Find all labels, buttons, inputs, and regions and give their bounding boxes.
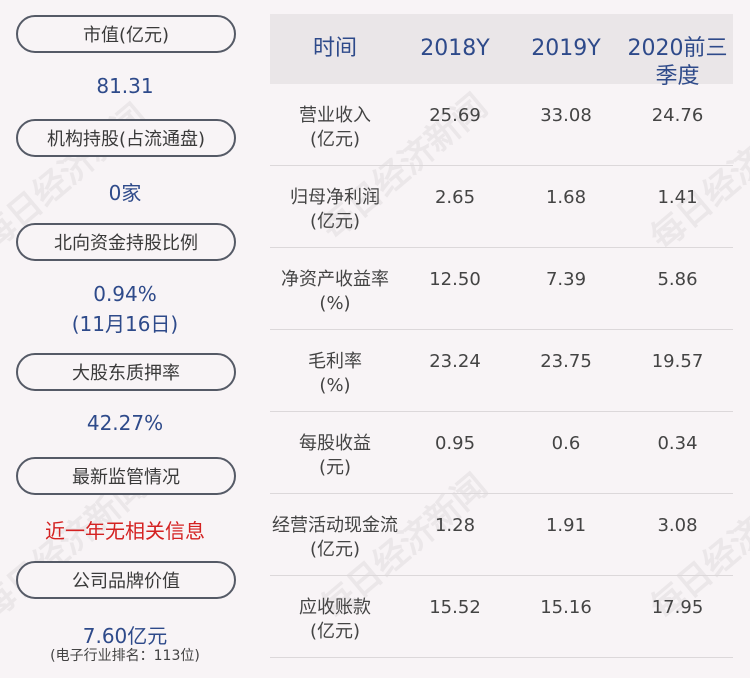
financial-table: 时间 2018Y 2019Y 2020前三季度 营业收入 (亿元) 25.69 33.… [270,14,733,658]
stock-summary-panel: 市值(亿元) 81.31 机构持股(占流通盘) 0家 北向资金持股比例 0.94… [0,0,250,678]
metric-name: 经营活动现金流 (亿元) [270,494,400,562]
metric-value: 1.28 [434,515,476,536]
metric-unit: (亿元) [309,621,361,642]
metric-value: 7.39 [545,269,587,290]
metric-unit: (元) [318,457,352,478]
header-time: 时间 [312,36,357,61]
metric-label: 经营活动现金流 [272,515,398,536]
table-row: 经营活动现金流 (亿元) 1.28 1.91 3.08 [270,494,733,576]
metric-unit: (%) [319,293,351,314]
regulatory-status-label: 最新监管情况 [16,457,236,495]
metric-value: 17.95 [651,597,704,618]
northbound-holding-date: (11月16日) [71,312,179,336]
metric-value: 2.65 [434,187,476,208]
metric-unit: (亿元) [309,129,361,150]
label-text: 市值(亿元) [82,25,170,46]
metric-label: 毛利率 [308,351,362,372]
metric-name: 营业收入 (亿元) [270,84,400,152]
metric-value: 23.75 [540,351,592,372]
header-2019: 2019Y [531,36,601,61]
metric-value: 33.08 [540,105,592,126]
brand-value-value: 7.60亿元 [82,624,168,648]
metric-label: 应收账款 [299,597,371,618]
northbound-holding-value: 0.94% [93,282,157,306]
header-2018: 2018Y [420,36,490,61]
metric-value: 5.86 [657,269,698,290]
pledge-ratio-label: 大股东质押率 [16,353,236,391]
market-cap-value: 81.31 [96,74,154,98]
table-row: 净资产收益率 (%) 12.50 7.39 5.86 [270,248,733,330]
metric-name: 毛利率 (%) [270,330,400,398]
metric-value: 19.57 [651,351,704,372]
metric-value: 1.68 [545,187,587,208]
metric-value: 12.50 [429,269,481,290]
brand-value-label: 公司品牌价值 [16,561,236,599]
metric-name: 归母净利润 (亿元) [270,166,400,234]
table-row: 归母净利润 (亿元) 2.65 1.68 1.41 [270,166,733,248]
metric-value: 23.24 [429,351,481,372]
label-text: 大股东质押率 [72,363,180,384]
metric-value: 1.41 [657,187,698,208]
metric-value: 0.6 [551,433,581,454]
metric-label: 营业收入 [299,105,371,126]
metric-unit: (%) [319,375,351,396]
market-cap-label: 市值(亿元) [16,15,236,53]
institutional-holding-value: 0家 [108,181,142,205]
pledge-ratio-value: 42.27% [86,411,164,435]
metric-label: 净资产收益率 [281,269,389,290]
table-row: 营业收入 (亿元) 25.69 33.08 24.76 [270,84,733,166]
metric-unit: (亿元) [309,539,361,560]
metric-name: 净资产收益率 (%) [270,248,400,316]
metric-value: 0.34 [657,433,698,454]
metric-value: 0.95 [434,433,476,454]
label-text: 最新监管情况 [72,467,180,488]
metric-value: 15.16 [540,597,592,618]
table-row: 每股收益 (元) 0.95 0.6 0.34 [270,412,733,494]
metric-name: 应收账款 (亿元) [270,576,400,644]
metric-label: 每股收益 [299,433,371,454]
label-text: 公司品牌价值 [72,571,180,592]
brand-rank-note: (电子行业排名：113位) [50,648,200,664]
metric-name: 每股收益 (元) [270,412,400,480]
header-2020q3: 2020前三季度 [627,36,728,89]
metric-unit: (亿元) [309,211,361,232]
metric-value: 25.69 [429,105,481,126]
table-body: 营业收入 (亿元) 25.69 33.08 24.76 归母净利润 (亿元) 2.65 1.68… [270,84,733,658]
metric-value: 15.52 [429,597,481,618]
metric-value: 24.76 [651,105,704,126]
table-header: 时间 2018Y 2019Y 2020前三季度 [270,14,733,89]
metric-value: 1.91 [545,515,587,536]
table-row: 应收账款 (亿元) 15.52 15.16 17.95 [270,576,733,658]
regulatory-status-value: 近一年无相关信息 [45,519,205,543]
institutional-holding-label: 机构持股(占流通盘) [16,119,236,157]
label-text: 北向资金持股比例 [54,233,198,254]
label-text: 机构持股(占流通盘) [46,129,206,150]
northbound-holding-label: 北向资金持股比例 [16,223,236,261]
metric-label: 归母净利润 [290,187,380,208]
table-row: 毛利率 (%) 23.24 23.75 19.57 [270,330,733,412]
metric-value: 3.08 [657,515,698,536]
